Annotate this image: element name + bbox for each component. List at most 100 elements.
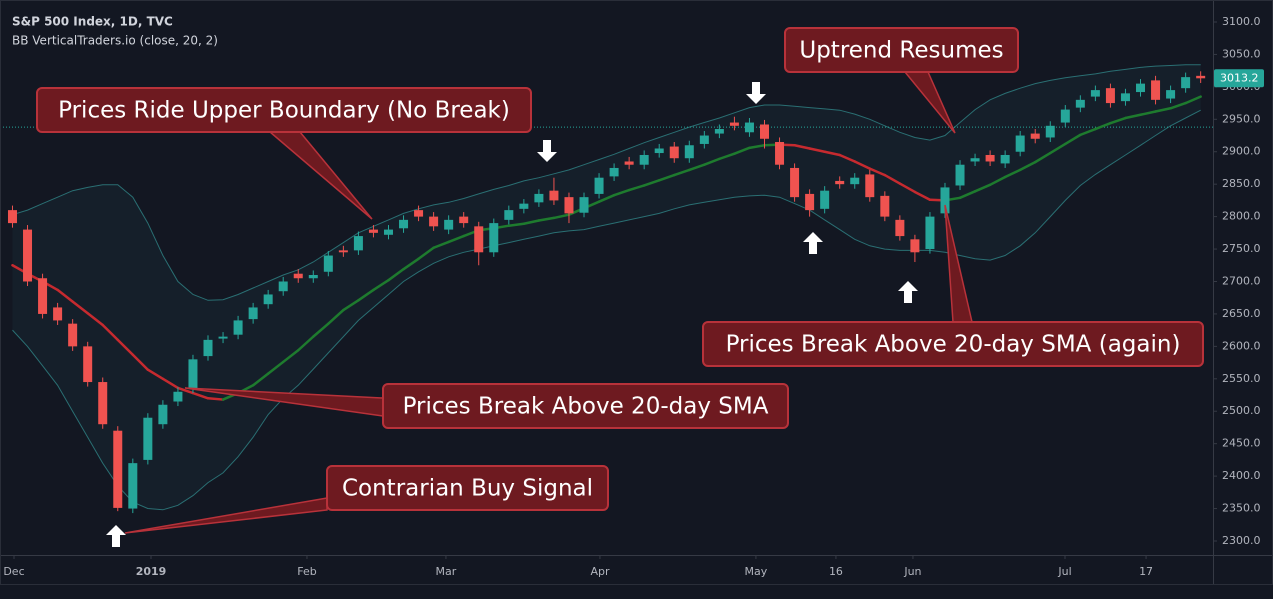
candle-body — [414, 210, 424, 217]
sma-segment — [793, 144, 811, 150]
sma-segment — [657, 173, 676, 182]
y-tick-label: 3050.0 — [1222, 47, 1261, 60]
candle-body — [38, 278, 48, 314]
sma-segment — [1064, 133, 1082, 146]
candle-body — [158, 404, 168, 425]
up-arrow — [106, 525, 126, 547]
candle-body — [790, 167, 800, 198]
sma-segment — [883, 173, 902, 185]
candle-body — [744, 122, 754, 133]
x-tick-label: Mar — [436, 565, 457, 578]
candle-body — [203, 339, 213, 357]
candle-body — [805, 193, 815, 211]
sma-segment — [597, 193, 616, 203]
candle-body — [263, 294, 273, 305]
candle-body — [1196, 75, 1206, 79]
x-tick-label: Dec — [3, 565, 24, 578]
candle-body — [98, 382, 108, 425]
candle-body — [53, 307, 63, 321]
y-tick-label: 2450.0 — [1222, 437, 1261, 450]
sma-segment — [733, 146, 751, 155]
candle-body — [489, 223, 499, 253]
sma-segment — [161, 377, 180, 390]
y-tick-label: 2400.0 — [1222, 469, 1261, 482]
candle-body — [399, 219, 409, 229]
sma-segment — [206, 397, 225, 401]
candle-body — [383, 229, 393, 235]
candle-body — [1120, 93, 1130, 102]
sma-segment — [432, 240, 450, 250]
sma-segment — [642, 179, 661, 187]
candle-body — [1015, 135, 1025, 152]
upper-band — [12, 64, 1201, 301]
y-tick-label: 3100.0 — [1222, 15, 1261, 28]
y-tick-label: 2850.0 — [1222, 177, 1261, 190]
candle-body — [669, 146, 679, 159]
candle-body — [654, 148, 664, 154]
sma-segment — [1109, 116, 1127, 125]
sma-segment — [627, 184, 646, 192]
signal-arrows — [106, 82, 918, 547]
lower-band — [12, 109, 1201, 511]
candle-body — [173, 391, 183, 402]
sma-segment — [1094, 121, 1112, 131]
candle-body — [504, 210, 514, 220]
sma-segment — [673, 168, 691, 177]
sma-segment — [131, 353, 150, 371]
sma-segment — [357, 288, 375, 302]
candle-body — [925, 216, 935, 250]
y-tick-label: 2600.0 — [1222, 339, 1261, 352]
candle-body — [519, 203, 529, 209]
sma-segment — [1049, 142, 1067, 155]
y-tick-label: 2750.0 — [1222, 242, 1261, 255]
candle-body — [1030, 133, 1040, 139]
candle-body — [910, 239, 920, 253]
sma-segment — [402, 257, 420, 271]
candle-body — [609, 167, 619, 177]
sma-segment — [552, 213, 571, 220]
sma-segment — [296, 335, 315, 352]
sma-segment — [342, 299, 360, 312]
annotations: Prices Ride Upper Boundary (No Break) Upt… — [36, 27, 1204, 534]
x-tick-label: Feb — [297, 565, 316, 578]
sma-segment — [748, 144, 766, 150]
annotation-text: Prices Ride Upper Boundary (No Break) — [58, 98, 510, 124]
sma-segment — [146, 368, 165, 381]
candle-body — [850, 177, 860, 185]
candle-body — [278, 281, 288, 292]
candle-body — [624, 161, 634, 165]
sma-segment — [913, 190, 932, 201]
sma-segment — [898, 182, 917, 194]
sma-segment — [973, 183, 992, 193]
candle-body — [293, 273, 303, 279]
sma-segment — [1018, 160, 1037, 172]
sma-segment — [868, 167, 887, 177]
sma-segment — [612, 188, 631, 197]
y-tick-label: 2300.0 — [1222, 534, 1261, 547]
chart-title: S&P 500 Index, 1D, TVC — [12, 15, 173, 29]
sma-segment — [387, 267, 405, 282]
candle-body — [865, 174, 875, 198]
candle-body — [594, 177, 604, 194]
annotation-box — [784, 27, 1019, 73]
sma-segment — [312, 322, 330, 338]
sma-segment — [1169, 101, 1187, 110]
indicator-label: BB VerticalTraders.io (close, 20, 2) — [12, 34, 218, 48]
candle-body — [534, 193, 544, 203]
sma-segment — [176, 386, 195, 395]
candle-body — [218, 336, 228, 339]
sma-segment — [191, 391, 210, 400]
x-tick-label: 17 — [1139, 565, 1153, 578]
sma-segment — [1033, 151, 1052, 164]
candle-body — [955, 164, 965, 186]
sma-segment — [1154, 107, 1172, 113]
annotation-text: Uptrend Resumes — [799, 38, 1003, 64]
candle-body — [474, 226, 484, 253]
down-arrow — [746, 82, 766, 104]
candle-body — [985, 154, 995, 162]
candle-body — [1166, 90, 1176, 99]
sma-segment — [537, 216, 556, 222]
candle-body — [564, 197, 574, 214]
sma-segment — [988, 175, 1007, 187]
